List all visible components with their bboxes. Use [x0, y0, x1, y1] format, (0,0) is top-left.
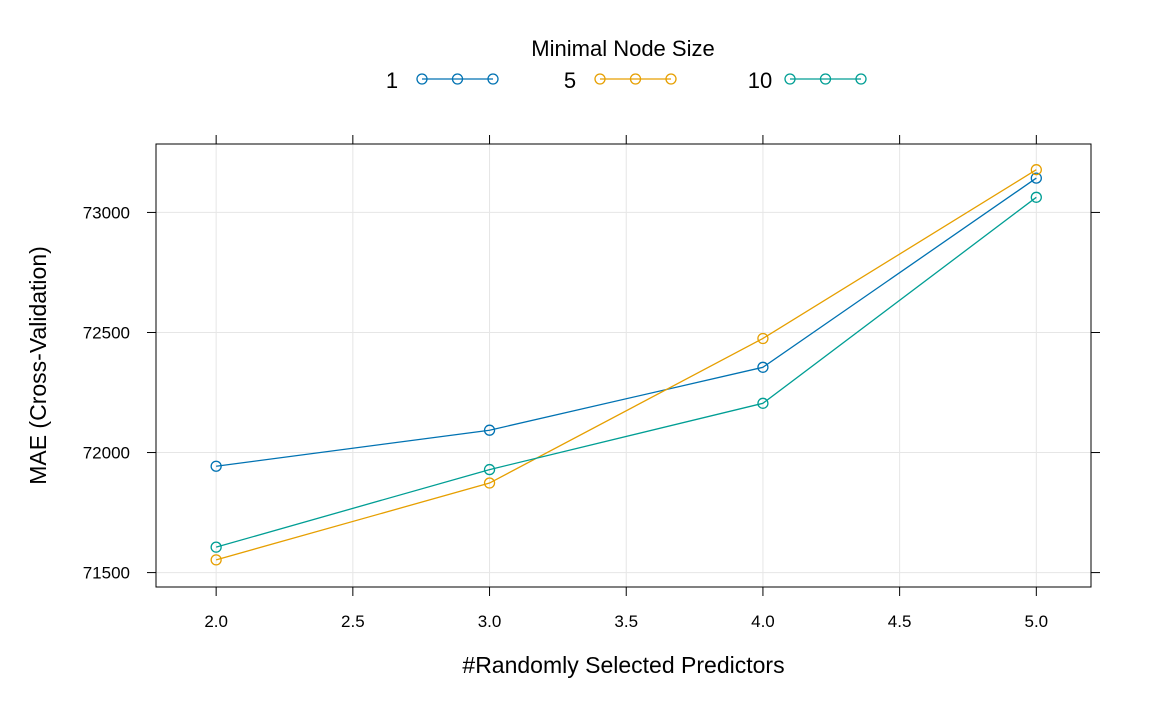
legend-marker — [451, 73, 464, 85]
y-axis-title: MAE (Cross-Validation) — [25, 246, 51, 485]
series-line — [215, 196, 1037, 548]
x-tick-label: 3.5 — [614, 612, 638, 631]
legend-marker — [416, 73, 428, 85]
legend-marker — [487, 73, 499, 85]
x-tick-label: 5.0 — [1025, 612, 1049, 631]
legend-marker — [594, 73, 606, 85]
legend-marker — [819, 73, 832, 85]
data-point — [1030, 172, 1042, 184]
legend: Minimal Node Size 1 5 10 — [386, 36, 867, 93]
data-point — [210, 460, 222, 472]
x-axis-title: #Randomly Selected Predictors — [462, 652, 784, 678]
legend-label: 1 — [386, 68, 398, 93]
plot-frame — [155, 143, 1092, 588]
legend-marker — [855, 73, 867, 85]
legend-marker — [784, 73, 796, 85]
x-tick-label: 3.0 — [478, 612, 502, 631]
data-point — [483, 424, 496, 436]
data-point — [757, 361, 769, 373]
x-tick-label: 2.0 — [204, 612, 228, 631]
series-line — [216, 177, 1037, 467]
series-10 — [210, 191, 1042, 553]
series-5 — [210, 164, 1042, 566]
x-tick-label: 4.5 — [888, 612, 912, 631]
series-group — [210, 164, 1042, 566]
legend-marker — [629, 73, 642, 85]
legend-title: Minimal Node Size — [531, 36, 714, 61]
ticks: 2.0 2.5 3.0 3.5 4.0 4.5 5.0 71500 72000 72500 7300… — [83, 135, 1100, 631]
legend-marker — [665, 73, 677, 85]
y-tick-label: 72500 — [83, 323, 130, 342]
series-1 — [210, 172, 1042, 472]
data-point — [210, 541, 222, 553]
legend-label: 10 — [748, 68, 772, 93]
y-tick-label: 71500 — [83, 564, 130, 583]
data-point — [1030, 164, 1042, 176]
y-tick-label: 72000 — [83, 444, 130, 463]
data-point — [1030, 191, 1042, 203]
data-point — [757, 397, 769, 409]
data-point — [483, 463, 496, 476]
data-point — [210, 554, 222, 566]
legend-label: 5 — [564, 68, 576, 93]
data-point — [757, 332, 769, 345]
x-tick-label: 2.5 — [341, 612, 365, 631]
grid — [156, 144, 1091, 587]
series-line — [215, 169, 1037, 561]
x-tick-label: 4.0 — [751, 612, 775, 631]
data-point — [483, 477, 496, 489]
y-tick-label: 73000 — [83, 203, 130, 222]
